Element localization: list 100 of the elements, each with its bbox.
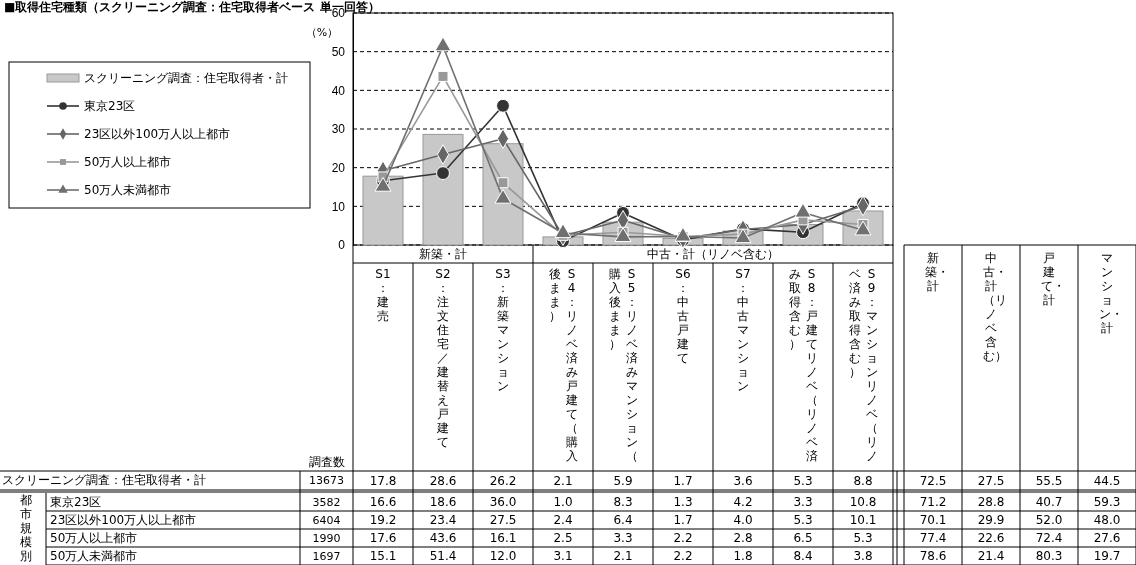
- data-label: 27.5: [488, 512, 518, 529]
- category-label: 調査数: [307, 453, 346, 471]
- data-label: 10.8: [848, 494, 878, 511]
- text: 都市規模別: [19, 493, 33, 563]
- category-label: マンション・計: [1099, 251, 1123, 335]
- data-label: 6.5: [792, 530, 814, 547]
- data-label: 16.6: [368, 494, 398, 511]
- data-label: 27.6: [1092, 530, 1122, 547]
- data-label: 1.0: [552, 494, 574, 511]
- text: 23区以外100万人以上都市: [50, 512, 197, 527]
- text: スクリーニング調査：住宅取得者・計: [2, 473, 206, 487]
- data-label: 55.5: [1034, 472, 1064, 490]
- data-label: 44.5: [1092, 472, 1122, 490]
- data-label: 4.2: [732, 494, 754, 511]
- data-label: 16.1: [488, 530, 518, 547]
- data-label: 29.9: [976, 512, 1006, 529]
- text: 東京23区: [50, 494, 102, 509]
- data-label: 5.9: [612, 472, 634, 490]
- data-label: 3582: [311, 494, 342, 511]
- data-label: 1990: [311, 530, 342, 547]
- x-tick-label: S6：中古戸建て: [675, 267, 691, 365]
- text: 中古・計（リノベ含む）: [646, 245, 780, 263]
- data-label: 10.1: [848, 512, 878, 529]
- data-label: 2.4: [552, 512, 574, 529]
- data-label: 72.5: [918, 472, 948, 490]
- y-tick-label: 10: [331, 199, 346, 214]
- data-label: 1.8: [732, 548, 754, 565]
- data-label: 17.8: [368, 472, 398, 490]
- data-label: 40.7: [1034, 494, 1064, 511]
- data-label: 5.3: [792, 512, 814, 529]
- data-label: 1.7: [672, 472, 694, 490]
- data-label: 3.6: [732, 472, 754, 490]
- category-label: S2：注文住宅／建替え戸建て: [435, 267, 451, 449]
- data-label: 28.8: [976, 494, 1006, 511]
- data-label: 59.3: [1092, 494, 1122, 511]
- data-label: 2.2: [672, 530, 694, 547]
- data-label: 2.2: [672, 548, 694, 565]
- y-tick-label: 50: [331, 45, 346, 60]
- data-label: 71.2: [918, 494, 948, 511]
- data-label: 23.4: [428, 512, 458, 529]
- category-label: S3：新築マンション: [495, 267, 511, 393]
- data-label: 6.4: [612, 512, 634, 529]
- legend-label: スクリーニング調査：住宅取得者・計: [84, 71, 288, 85]
- data-label: 4.0: [732, 512, 754, 529]
- data-label: 5.3: [852, 530, 874, 547]
- y-tick-label: 0: [338, 238, 346, 253]
- category-label: S4：リノベ済み戸建て（購入後まま）: [548, 267, 578, 463]
- data-label: 1.3: [672, 494, 694, 511]
- data-label: 2.8: [732, 530, 754, 547]
- data-label: 8.3: [612, 494, 634, 511]
- data-label: 8.4: [792, 548, 814, 565]
- y-tick-label: 30: [331, 122, 346, 137]
- data-label: 22.6: [976, 530, 1006, 547]
- data-label: 3.8: [852, 548, 874, 565]
- data-label: 2.5: [552, 530, 574, 547]
- data-label: 48.0: [1092, 512, 1122, 529]
- x-tick-label: S1：建売: [375, 267, 391, 323]
- data-label: 36.0: [488, 494, 518, 511]
- data-label: 3.3: [612, 530, 634, 547]
- legend-label: 東京23区: [84, 99, 136, 113]
- data-label: 13673: [308, 473, 345, 489]
- legend-label: 50万人未満都市: [84, 183, 172, 197]
- data-label: 19.2: [368, 512, 398, 529]
- data-label: 26.2: [488, 472, 518, 490]
- category-label: 中古・計（リノベ含む）: [983, 251, 1007, 363]
- data-label: 1697: [311, 548, 342, 565]
- y-axis-title: （%）: [305, 26, 339, 39]
- text: 50万人以上都市: [50, 530, 138, 545]
- data-label: 72.4: [1034, 530, 1064, 547]
- data-label: 2.1: [612, 548, 634, 565]
- legend-label: 50万人以上都市: [84, 155, 172, 169]
- data-label: 21.4: [976, 548, 1006, 565]
- data-label: 15.1: [368, 548, 398, 565]
- data-label: 19.7: [1092, 548, 1122, 565]
- data-label: 52.0: [1034, 512, 1064, 529]
- data-label: 51.4: [428, 548, 458, 565]
- y-tick-label: 20: [331, 161, 346, 176]
- data-label: 27.5: [976, 472, 1006, 490]
- data-label: 3.3: [792, 494, 814, 511]
- data-label: 12.0: [488, 548, 518, 565]
- category-label: 新築・計: [925, 251, 949, 293]
- data-label: 5.3: [792, 472, 814, 490]
- data-label: 80.3: [1034, 548, 1064, 565]
- data-label: 70.1: [918, 512, 948, 529]
- data-label: 18.6: [428, 494, 458, 511]
- category-label: S5：リノベ済みマンション（購入後まま）: [608, 267, 638, 463]
- data-label: 43.6: [428, 530, 458, 547]
- legend-label: 23区以外100万人以上都市: [84, 127, 231, 141]
- data-label: 1.7: [672, 512, 694, 529]
- category-label: 戸建て・計: [1041, 251, 1065, 307]
- text: 新築・計: [418, 245, 468, 263]
- category-label: S7：中古マンション: [735, 267, 751, 393]
- data-label: 6404: [311, 512, 342, 529]
- data-label: 17.6: [368, 530, 398, 547]
- y-tick-label: 40: [331, 83, 346, 98]
- data-label: 77.4: [918, 530, 948, 547]
- data-label: 78.6: [918, 548, 948, 565]
- category-label: S8：戸建てリノベ（リノベ済み取得含む）: [788, 267, 818, 463]
- data-label: 28.6: [428, 472, 458, 490]
- data-label: 2.1: [552, 472, 574, 490]
